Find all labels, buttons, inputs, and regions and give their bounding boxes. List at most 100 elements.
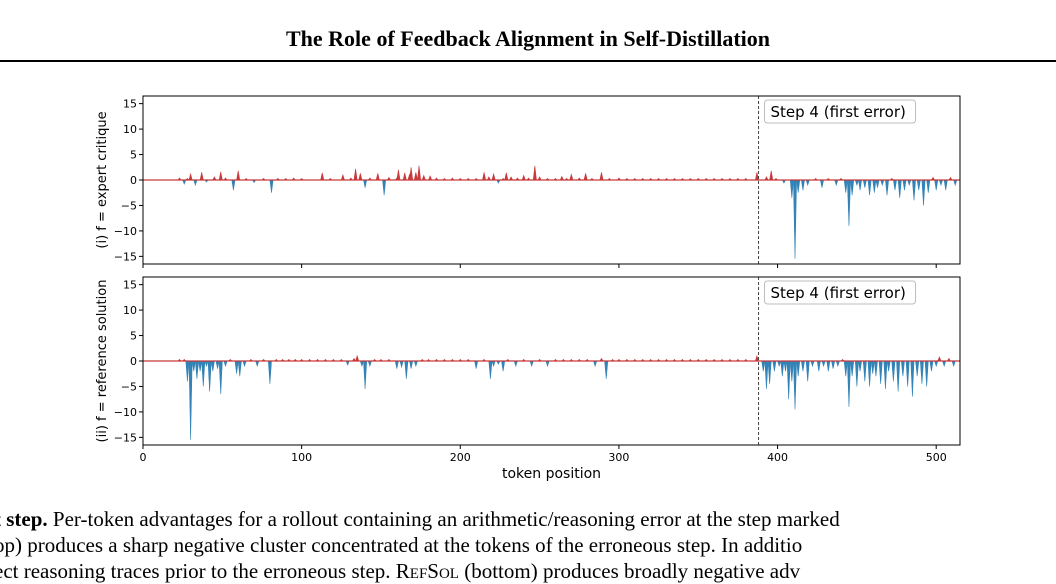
y-tick-label: 0 xyxy=(130,174,137,187)
advantage-spike-2-120 xyxy=(873,360,878,377)
advantage-spike-2-116 xyxy=(858,360,863,372)
header-rule xyxy=(0,60,1056,62)
annotation-label: Step 4 (first error) xyxy=(771,284,906,302)
advantage-spike-2-125 xyxy=(896,360,901,392)
advantage-spike-1-119 xyxy=(926,179,931,193)
advantage-spike-1-4 xyxy=(193,179,198,187)
advantage-spike-1-103 xyxy=(854,179,859,187)
advantage-spike-1-38 xyxy=(421,174,426,181)
annotation-box xyxy=(764,99,917,124)
y-axis-label: (i) f = expert critique xyxy=(95,111,110,248)
advantage-spike-1-26 xyxy=(363,179,368,188)
caption-line-3: ect reasoning traces prior to the errone… xyxy=(0,558,1056,584)
advantage-spike-1-66 xyxy=(599,172,604,181)
advantage-spike-1-101 xyxy=(847,179,851,226)
advantage-spike-2-102 xyxy=(796,360,801,377)
advantage-spike-2-11 xyxy=(215,360,220,369)
advantage-spike-2-93 xyxy=(764,360,769,390)
advantage-spike-2-114 xyxy=(850,360,855,377)
advantage-spike-2-107 xyxy=(821,360,826,368)
advantage-spike-1-87 xyxy=(769,170,774,181)
advantage-spike-2-117 xyxy=(862,360,867,382)
advantage-spike-1-104 xyxy=(858,179,863,191)
caption-line-1: t step. Per-token advantages for a rollo… xyxy=(0,506,1056,532)
advantage-spike-1-3 xyxy=(188,172,193,181)
advantage-spike-2-121 xyxy=(878,360,883,384)
caption-refsol: RefSol xyxy=(395,559,459,583)
advantage-spike-2-35 xyxy=(359,360,364,368)
advantage-spike-1-123 xyxy=(943,179,948,191)
advantage-spike-2-34 xyxy=(355,354,360,362)
advantage-spike-1-91 xyxy=(793,179,797,259)
panel-2: Step 4 (first error) −15 −10 −5 0 5 10 15 0 100 20… xyxy=(95,276,961,482)
advantage-spike-2-105 xyxy=(810,360,815,368)
x-axis-label: token position xyxy=(502,466,601,482)
advantage-spike-2-96 xyxy=(777,360,782,368)
advantage-spike-1-56 xyxy=(532,165,537,181)
advantage-spike-2-123 xyxy=(886,360,891,372)
advantage-spike-2-131 xyxy=(924,360,929,387)
advantage-spike-1-112 xyxy=(893,179,897,191)
x-tick-label: 0 xyxy=(140,451,147,464)
advantage-spike-1-10 xyxy=(231,179,236,191)
advantage-spike-2-36 xyxy=(363,360,368,390)
y-tick-label: 5 xyxy=(130,149,137,162)
advantage-spike-2-132 xyxy=(929,360,934,372)
advantage-spike-2-137 xyxy=(951,360,956,368)
caption-line-3-post: (bottom) produces broadly negative adv xyxy=(458,559,801,583)
advantage-spike-1-107 xyxy=(872,179,877,193)
advantage-spike-2-45 xyxy=(413,360,418,368)
advantage-spike-2-4 xyxy=(191,360,196,372)
advantage-spike-1-64 xyxy=(583,173,588,181)
advantage-spike-2-70 xyxy=(593,360,598,368)
advantage-spike-2-104 xyxy=(805,360,810,382)
advantage-spike-1-33 xyxy=(402,172,407,181)
advantage-spike-2-118 xyxy=(867,360,872,387)
advantage-spike-1-102 xyxy=(850,179,855,196)
advantage-spike-2-112 xyxy=(843,360,848,377)
advantage-spike-2-124 xyxy=(891,360,896,382)
advantage-spike-1-93 xyxy=(800,179,805,191)
advantage-spike-2-44 xyxy=(409,360,414,369)
advantage-spike-1-20 xyxy=(320,172,325,181)
advantage-spike-1-24 xyxy=(353,168,358,181)
advantage-spike-1-96 xyxy=(820,179,824,188)
advantage-spike-2-8 xyxy=(204,360,209,368)
advantage-spike-1-118 xyxy=(921,179,926,206)
y-tick-label: 15 xyxy=(123,279,137,292)
annotation-box xyxy=(764,280,917,305)
advantage-spike-1-100 xyxy=(843,179,848,193)
advantage-spike-2-99 xyxy=(786,360,791,400)
advantage-spike-2-113 xyxy=(847,360,851,407)
advantage-spike-1-1 xyxy=(182,179,187,185)
x-tick-label: 300 xyxy=(608,451,629,464)
advantage-spike-2-5 xyxy=(195,360,199,379)
advantage-spike-2-56 xyxy=(491,360,496,368)
advantage-spike-1-32 xyxy=(396,169,401,181)
advantage-spike-2-6 xyxy=(198,360,203,372)
advantage-spike-1-35 xyxy=(409,167,414,181)
advantage-spike-2-42 xyxy=(399,360,404,369)
advantage-spike-2-119 xyxy=(870,360,875,374)
advantage-spike-1-121 xyxy=(934,179,939,191)
advantage-spike-2-130 xyxy=(920,360,924,384)
advantage-spike-2-94 xyxy=(767,360,772,384)
advantage-spike-2-95 xyxy=(772,360,777,372)
advantage-spike-1-37 xyxy=(417,165,421,181)
page-title: The Role of Feedback Alignment in Self-D… xyxy=(286,26,770,51)
advantage-spike-1-125 xyxy=(953,179,958,187)
advantage-spike-2-103 xyxy=(800,360,805,372)
y-tick-label: 5 xyxy=(130,330,137,343)
y-tick-label: 15 xyxy=(123,98,137,111)
advantage-spike-2-43 xyxy=(404,360,409,379)
advantage-spike-1-110 xyxy=(885,179,889,196)
advantage-spike-1-122 xyxy=(938,179,943,187)
advantage-spike-2-53 xyxy=(474,360,479,369)
advantage-spike-2-7 xyxy=(201,360,206,387)
advantage-spike-1-11 xyxy=(236,170,241,181)
advantage-spike-2-115 xyxy=(854,360,859,387)
figure: Step 4 (first error) −15 −10 −5 0 5 10 15 (i) f … xyxy=(95,95,961,482)
y-tick-label: 0 xyxy=(130,355,137,368)
advantage-spike-1-54 xyxy=(521,174,526,181)
advantage-spike-2-101 xyxy=(793,360,797,410)
